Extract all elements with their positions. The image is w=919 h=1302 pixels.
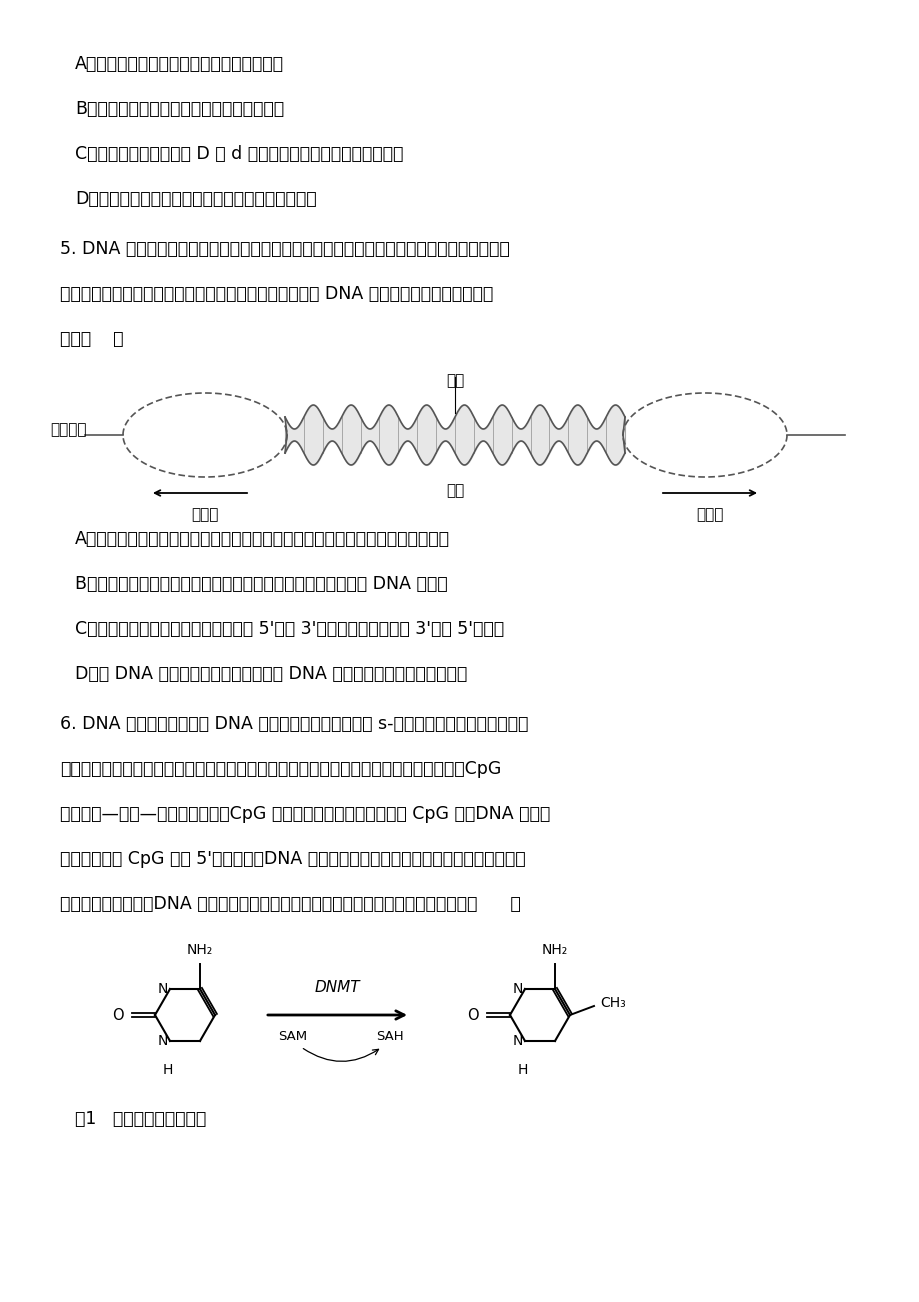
Text: 复制叉: 复制叉 xyxy=(191,506,219,522)
Text: 图1   胞嘧啶的甲基化过程: 图1 胞嘧啶的甲基化过程 xyxy=(75,1111,206,1128)
Text: 的是（    ）: 的是（ ） xyxy=(60,329,123,348)
Text: DNMT: DNMT xyxy=(314,980,360,995)
Text: A．未画出的部分其体积与已有部分一定不同: A．未画出的部分其体积与已有部分一定不同 xyxy=(75,55,284,73)
Text: 6. DNA 甲基化是生物体在 DNA 甲基转移酶的催化下，以 s-腺苷甲硫氨酸为甲基供体，将: 6. DNA 甲基化是生物体在 DNA 甲基转移酶的催化下，以 s-腺苷甲硫氨酸… xyxy=(60,715,528,733)
Text: A．在复制叉处，氢键的断裂和磷酸二酯键的形成既需要酶的作用又需要能量供应: A．在复制叉处，氢键的断裂和磷酸二酯键的形成既需要酶的作用又需要能量供应 xyxy=(75,530,449,548)
Text: D．若 DNA 上出现多个复制叉，可说明 DNA 复制从多个起点开始进行复制: D．若 DNA 上出现多个复制叉，可说明 DNA 复制从多个起点开始进行复制 xyxy=(75,665,467,684)
Text: 化模式能发生改变。DNA 异常甲基化与细胞癌变有着密切的联系。下列说法错误的是（      ）: 化模式能发生改变。DNA 异常甲基化与细胞癌变有着密切的联系。下列说法错误的是（… xyxy=(60,894,520,913)
Text: H: H xyxy=(163,1062,173,1077)
Text: 甲基转移到特定的碱基上的过程。基因的启动子区域被甲基化后，基因表达会受到抑制。CpG: 甲基转移到特定的碱基上的过程。基因的启动子区域被甲基化后，基因表达会受到抑制。C… xyxy=(60,760,501,779)
Text: SAH: SAH xyxy=(376,1030,403,1043)
Text: 复制叉: 复制叉 xyxy=(696,506,723,522)
Text: H: H xyxy=(517,1062,528,1077)
Text: N: N xyxy=(512,982,522,996)
Text: C．图中染色体上的基因 D 和 d 是非姐妹染色单体间互换片段所致: C．图中染色体上的基因 D 和 d 是非姐妹染色单体间互换片段所致 xyxy=(75,145,403,163)
Text: N: N xyxy=(157,982,168,996)
Text: 是胞嘧啶—磷酸—鸟嘌呤的缩写，CpG 多在启动子处成簇串联排列为 CpG 岛。DNA 的甲基: 是胞嘧啶—磷酸—鸟嘌呤的缩写，CpG 多在启动子处成簇串联排列为 CpG 岛。D… xyxy=(60,805,550,823)
Text: 化主要发生在 CpG 岛的 5'胞嘧啶上。DNA 的甲基化模式可以在细胞间传递，但个体的甲基: 化主要发生在 CpG 岛的 5'胞嘧啶上。DNA 的甲基化模式可以在细胞间传递，… xyxy=(60,850,525,868)
Text: CH₃: CH₃ xyxy=(599,996,625,1010)
Text: NH₂: NH₂ xyxy=(541,943,568,957)
Text: D．图示细胞分裂结束后形成的配子类型至少有两种: D．图示细胞分裂结束后形成的配子类型至少有两种 xyxy=(75,190,316,208)
Text: O: O xyxy=(112,1008,124,1022)
Text: SAM: SAM xyxy=(278,1030,307,1043)
Text: C．同一复制叉中的两条子链一条链由 5'端向 3'端延伸，另一条链由 3'端向 5'端延伸: C．同一复制叉中的两条子链一条链由 5'端向 3'端延伸，另一条链由 3'端向 … xyxy=(75,620,504,638)
Text: 起点: 起点 xyxy=(446,372,463,388)
Text: B．处于另一极的染色体一定为非同源染色体: B．处于另一极的染色体一定为非同源染色体 xyxy=(75,100,284,118)
Text: 这两个相接区域称为复制叉，复制叉从复制起点开始沿着 DNA 链有序移动。下列说法错误: 这两个相接区域称为复制叉，复制叉从复制起点开始沿着 DNA 链有序移动。下列说法… xyxy=(60,285,493,303)
Text: N: N xyxy=(512,1034,522,1048)
Text: NH₂: NH₂ xyxy=(187,943,213,957)
Text: B．复制开始时，起点会产生两个复制叉，然后朝相反方向沿着 DNA 链移动: B．复制开始时，起点会产生两个复制叉，然后朝相反方向沿着 DNA 链移动 xyxy=(75,575,448,592)
Text: 起点: 起点 xyxy=(446,483,463,497)
Text: O: O xyxy=(467,1008,479,1022)
Text: N: N xyxy=(157,1034,168,1048)
Text: 5. DNA 复制过程中，非复制区保持着双链结构，复制区的双螺旋分开，形成两个子代双链，: 5. DNA 复制过程中，非复制区保持着双链结构，复制区的双螺旋分开，形成两个子… xyxy=(60,240,509,258)
Text: 双向复制: 双向复制 xyxy=(50,423,86,437)
